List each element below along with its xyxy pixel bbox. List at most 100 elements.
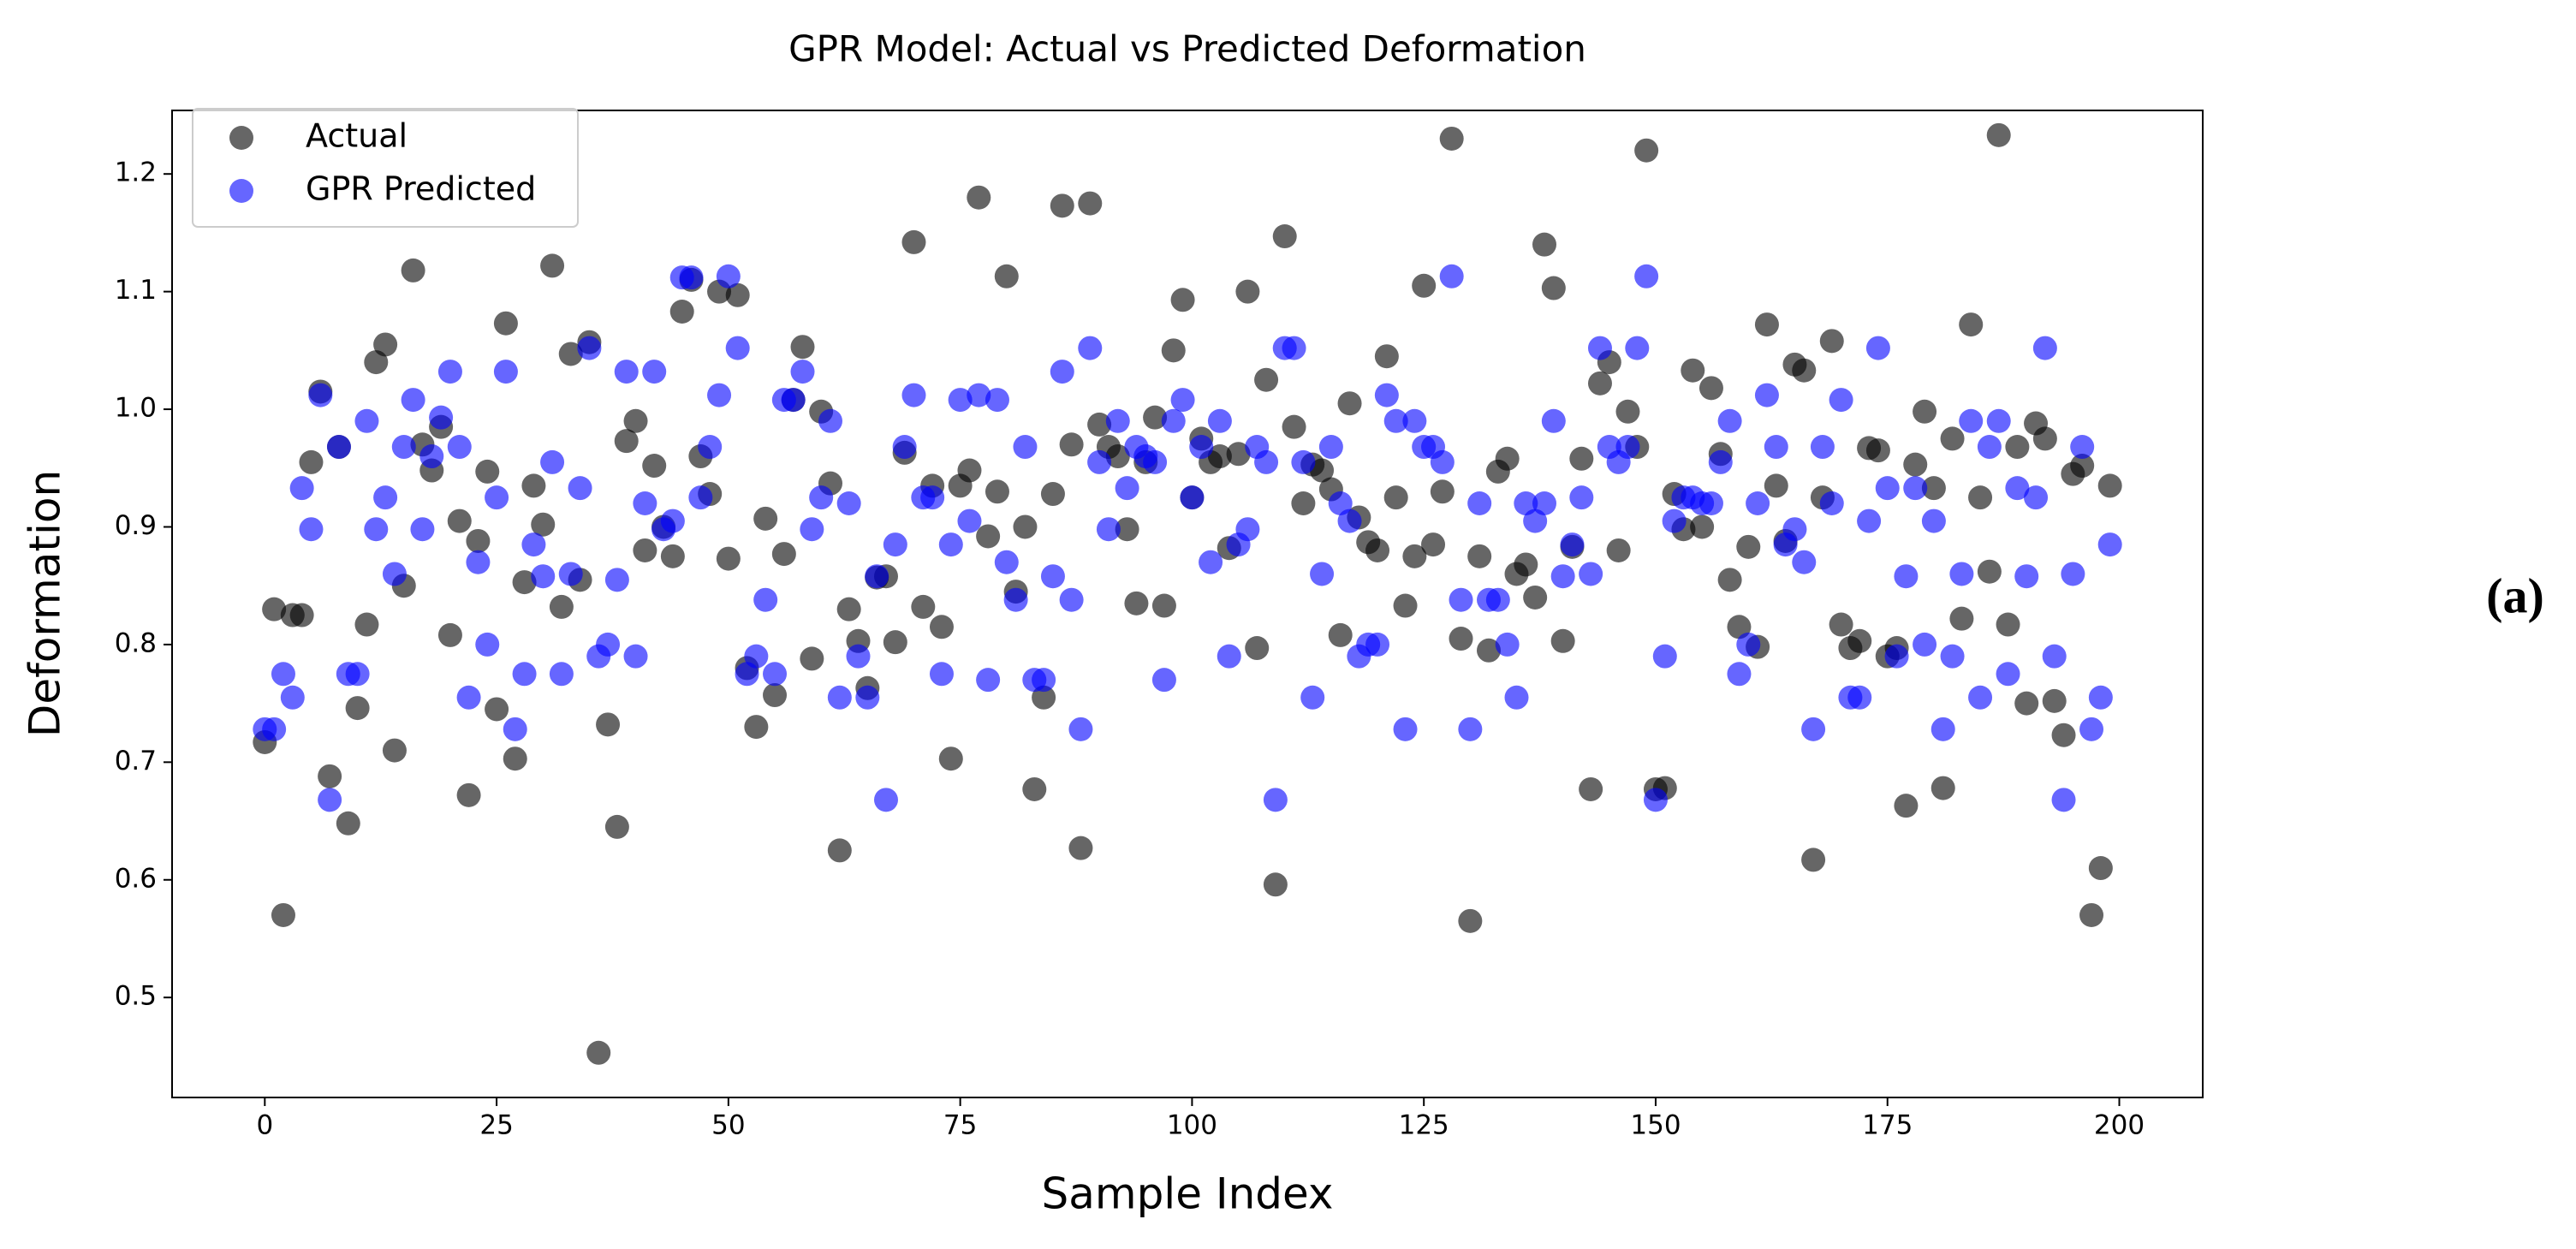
data-point xyxy=(911,594,936,619)
data-point xyxy=(540,449,565,474)
data-point xyxy=(957,458,982,483)
x-tick-label: 25 xyxy=(479,1110,513,1141)
data-point xyxy=(994,550,1019,574)
data-point xyxy=(1449,627,1473,651)
data-point xyxy=(1078,336,1103,360)
data-point xyxy=(1514,491,1538,516)
data-point xyxy=(1996,662,2020,687)
data-point xyxy=(1940,644,1965,669)
data-point xyxy=(1254,367,1279,392)
data-point xyxy=(1402,544,1427,568)
data-point xyxy=(688,485,713,510)
data-point xyxy=(521,532,546,557)
data-point xyxy=(1681,358,1705,383)
data-point xyxy=(1235,279,1260,304)
data-point xyxy=(976,668,1001,693)
data-point xyxy=(604,814,629,839)
data-point xyxy=(1439,264,1464,288)
data-point xyxy=(1736,632,1761,657)
data-point xyxy=(1040,482,1065,507)
data-point xyxy=(633,538,657,562)
data-point xyxy=(318,764,342,788)
data-point xyxy=(1402,408,1427,433)
data-point xyxy=(1625,336,1650,360)
data-point xyxy=(1569,446,1594,471)
x-tick-label: 75 xyxy=(943,1110,977,1141)
data-point xyxy=(512,570,537,595)
data-point xyxy=(466,528,491,553)
data-point xyxy=(1291,449,1316,474)
data-point xyxy=(2070,435,2095,460)
data-point xyxy=(771,542,796,567)
data-point xyxy=(1189,435,1214,460)
data-point xyxy=(1894,564,1919,589)
data-point xyxy=(2042,644,2067,669)
data-point xyxy=(744,715,769,740)
data-point xyxy=(957,509,982,533)
data-point xyxy=(354,408,379,433)
data-point xyxy=(1727,662,1752,687)
data-point xyxy=(1180,485,1205,510)
data-point xyxy=(790,335,815,360)
data-point xyxy=(326,435,351,460)
data-point xyxy=(1115,476,1139,501)
data-point xyxy=(401,388,425,413)
data-point xyxy=(1151,593,1176,618)
data-point xyxy=(1782,517,1807,542)
data-point xyxy=(1523,585,1548,610)
data-point xyxy=(744,644,769,669)
data-point xyxy=(1022,776,1047,801)
data-point xyxy=(1634,264,1659,288)
data-point xyxy=(1458,908,1483,933)
y-tick-label: 1.1 xyxy=(115,275,157,306)
data-point xyxy=(1430,449,1455,474)
data-point xyxy=(1643,788,1668,812)
x-tick-label: 175 xyxy=(1862,1110,1913,1141)
data-point xyxy=(1754,383,1779,407)
data-point xyxy=(1170,388,1195,413)
data-point xyxy=(1151,668,1176,693)
data-point xyxy=(2024,485,2049,510)
data-point xyxy=(2005,435,2030,460)
data-point xyxy=(271,902,295,927)
data-point xyxy=(289,476,314,501)
legend-marker xyxy=(229,126,253,150)
data-point xyxy=(763,662,788,687)
data-point xyxy=(948,388,973,413)
chart-title: GPR Model: Actual vs Predicted Deformati… xyxy=(788,28,1586,70)
y-tick-label: 1.0 xyxy=(115,393,157,424)
data-point xyxy=(280,685,305,710)
data-point xyxy=(1374,383,1399,407)
data-point xyxy=(669,299,694,324)
data-point xyxy=(1968,485,1993,510)
data-point xyxy=(836,491,861,516)
data-point xyxy=(1170,288,1195,312)
data-point xyxy=(2079,902,2104,927)
data-point xyxy=(1310,562,1335,586)
data-point xyxy=(1959,408,1984,433)
data-point xyxy=(1857,509,1882,533)
data-point xyxy=(1847,628,1872,653)
data-point xyxy=(1615,435,1640,460)
data-point xyxy=(698,435,723,460)
data-point xyxy=(1050,360,1074,384)
data-point xyxy=(716,546,741,571)
data-point xyxy=(818,408,843,433)
data-point xyxy=(1894,794,1919,818)
data-point xyxy=(1764,473,1788,498)
data-point xyxy=(920,485,945,510)
data-point xyxy=(929,662,954,687)
data-point xyxy=(1282,414,1306,439)
data-point xyxy=(1087,449,1112,474)
data-point xyxy=(1374,344,1399,369)
data-point xyxy=(401,258,425,283)
data-point xyxy=(1921,509,1946,533)
data-point xyxy=(883,630,907,655)
data-point xyxy=(475,459,500,484)
data-point xyxy=(1986,122,2011,147)
data-point xyxy=(1847,685,1872,710)
data-point xyxy=(1337,509,1362,533)
data-point xyxy=(1421,532,1446,557)
data-point xyxy=(2088,685,2113,710)
data-point xyxy=(382,562,407,586)
